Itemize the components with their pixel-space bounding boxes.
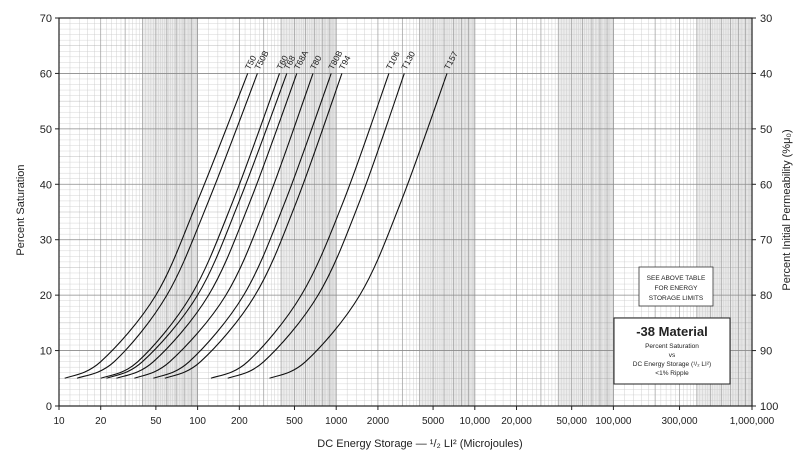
y-tick-label: 30 [40, 235, 52, 247]
y2-tick-label: 30 [760, 13, 772, 25]
curve-t80b [153, 73, 332, 379]
note-line: SEE ABOVE TABLE [647, 275, 706, 282]
material-title: -38 Material [636, 324, 708, 339]
x-tick-label: 200 [231, 416, 248, 427]
curve-t157 [269, 73, 448, 379]
material-legend-box: -38 Material Percent Saturation vs DC En… [613, 317, 731, 385]
y-axis-label: Percent Saturation [15, 164, 27, 255]
y2-axis-label: Percent Initial Permeability (%μ₀) [781, 129, 793, 290]
x-tick-label: 10 [53, 416, 65, 427]
y2-tick-label: 100 [760, 401, 778, 413]
y2-tick-label: 60 [760, 179, 772, 191]
curve-t68a [116, 73, 298, 379]
material-line: DC Energy Storage (¹/₂ LI²) [633, 361, 711, 368]
y-tick-label: 0 [46, 401, 52, 413]
x-tick-label: 1000 [325, 416, 348, 427]
x-tick-label: 1,000,000 [730, 416, 775, 427]
y2-tick-label: 80 [760, 290, 772, 302]
x-tick-label: 20,000 [501, 416, 532, 427]
x-tick-label: 2000 [367, 416, 390, 427]
curve-t106 [210, 73, 390, 379]
y2-tick-label: 40 [760, 68, 772, 80]
curve-t80 [134, 73, 314, 379]
curve-t130 [227, 73, 405, 379]
plot-frame [58, 17, 753, 407]
x-tick-label: 20 [95, 416, 107, 427]
energy-limits-note: SEE ABOVE TABLE FOR ENERGY STORAGE LIMIT… [638, 266, 714, 307]
y-tick-label: 20 [40, 290, 52, 302]
curve-t60 [100, 73, 281, 379]
material-line: Percent Saturation [645, 343, 699, 350]
note-line: FOR ENERGY [655, 285, 699, 292]
curve-t50b [76, 73, 258, 379]
curve-t50 [64, 73, 249, 379]
y-tick-label: 70 [40, 13, 52, 25]
note-line: STORAGE LIMITS [649, 295, 704, 302]
y-tick-label: 50 [40, 124, 52, 136]
x-tick-label: 10,000 [460, 416, 491, 427]
x-tick-label: 5000 [422, 416, 445, 427]
curve-t94 [164, 73, 343, 379]
material-line: vs [669, 352, 676, 359]
x-tick-label: 50,000 [556, 416, 587, 427]
y-tick-label: 10 [40, 346, 52, 358]
x-tick-label: 500 [286, 416, 303, 427]
y2-tick-label: 70 [760, 235, 772, 247]
material-line: <1% Ripple [655, 370, 689, 377]
y-tick-label: 40 [40, 179, 52, 191]
x-tick-label: 100 [189, 416, 206, 427]
x-tick-label: 50 [150, 416, 162, 427]
x-axis-label: DC Energy Storage — ¹/₂ LI² (Microjoules… [317, 438, 522, 450]
y2-tick-label: 90 [760, 346, 772, 358]
x-tick-label: 100,000 [595, 416, 632, 427]
y-tick-label: 60 [40, 68, 52, 80]
x-tick-label: 300,000 [661, 416, 698, 427]
curve-t68 [106, 73, 288, 379]
y2-tick-label: 50 [760, 124, 772, 136]
